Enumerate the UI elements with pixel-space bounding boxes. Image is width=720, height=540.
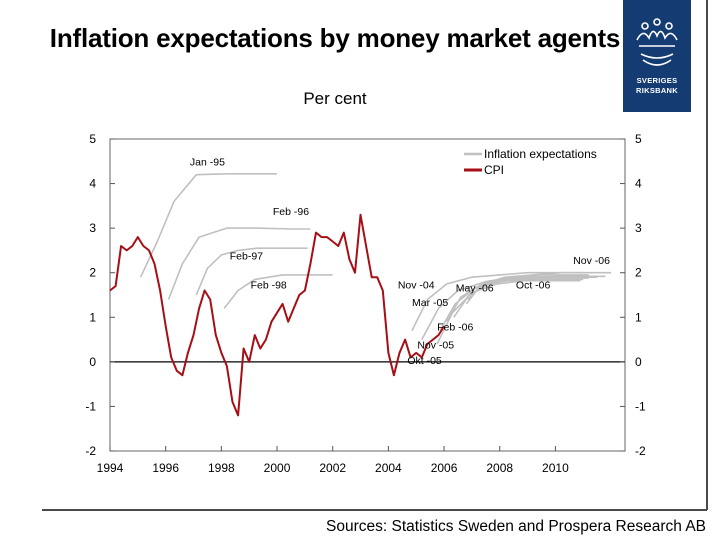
y-tick-label-left: 5 xyxy=(89,132,96,146)
expectation-line-nov-04 xyxy=(411,271,584,332)
series-annotation: Okt -05 xyxy=(407,355,442,367)
series-annotation: Feb -96 xyxy=(273,206,309,218)
y-tick-label-right: 3 xyxy=(635,221,642,235)
expectation-line-nov-05 xyxy=(439,278,584,332)
x-tick-label: 1994 xyxy=(97,461,124,475)
y-tick-label-left: 3 xyxy=(89,221,96,235)
riksbank-logo: SVERIGES RIKSBANK xyxy=(623,0,691,112)
x-tick-label: 2010 xyxy=(542,461,569,475)
series-annotation: Jan -95 xyxy=(190,157,225,169)
series-annotation: Feb-97 xyxy=(230,250,263,262)
series-annotation: Nov -04 xyxy=(398,279,435,291)
series-annotation: Nov -06 xyxy=(573,255,610,267)
expectation-line-feb-98 xyxy=(223,274,333,309)
series-annotation: Nov -05 xyxy=(417,339,454,351)
expectation-line-nov-06 xyxy=(467,271,612,301)
series-annotation: Feb -98 xyxy=(251,279,287,291)
slide-frame-bottom xyxy=(42,509,707,511)
y-tick-label-left: 2 xyxy=(89,266,96,280)
x-tick-label: 1998 xyxy=(208,461,235,475)
logo-line-1: SVERIGES xyxy=(636,76,678,85)
series-annotation: Oct -06 xyxy=(516,279,551,291)
y-tick-label-right: -2 xyxy=(635,444,646,458)
series-annotation: May -06 xyxy=(456,282,494,294)
y-tick-label-left: 4 xyxy=(89,177,96,191)
expectation-line-feb-97 xyxy=(195,247,308,296)
page-subtitle: Per cent xyxy=(303,89,367,108)
expectation-line-feb-96 xyxy=(167,227,311,300)
legend-label-expectations: Inflation expectations xyxy=(484,147,597,161)
expectation-line-okt-05 xyxy=(436,279,581,345)
slide-frame-right xyxy=(706,0,708,510)
page-title: Inflation expectations by money market a… xyxy=(49,23,621,53)
y-tick-label-left: -1 xyxy=(85,399,96,413)
x-tick-label: 2000 xyxy=(264,461,291,475)
plot-frame xyxy=(109,138,626,452)
y-tick-label-left: -2 xyxy=(85,444,96,458)
x-tick-label: 2002 xyxy=(319,461,346,475)
y-tick-label-right: 1 xyxy=(635,310,642,324)
expectation-line-feb-06 xyxy=(446,277,589,323)
y-tick-label-left: 0 xyxy=(89,355,96,369)
series-annotation: Feb -06 xyxy=(437,322,473,334)
y-tick-label-right: 4 xyxy=(635,177,642,191)
x-tick-label: 2008 xyxy=(486,461,513,475)
cpi-line xyxy=(109,213,445,417)
crown-emblem-icon xyxy=(636,18,678,66)
logo-line-2: RIKSBANK xyxy=(636,86,678,95)
y-tick-label-right: 0 xyxy=(635,355,642,369)
x-tick-label: 2006 xyxy=(431,461,458,475)
sources-note: Sources: Statistics Sweden and Prospera … xyxy=(326,518,706,535)
expectation-line-jan-95 xyxy=(139,173,277,278)
y-tick-label-right: 5 xyxy=(635,132,642,146)
y-tick-label-right: 2 xyxy=(635,266,642,280)
y-tick-label-left: 1 xyxy=(89,310,96,324)
series-annotation: Mar -05 xyxy=(412,297,448,309)
x-tick-label: 1996 xyxy=(152,461,179,475)
x-tick-label: 2004 xyxy=(375,461,402,475)
y-tick-label-right: -1 xyxy=(635,399,646,413)
legend-label-cpi: CPI xyxy=(484,163,504,177)
